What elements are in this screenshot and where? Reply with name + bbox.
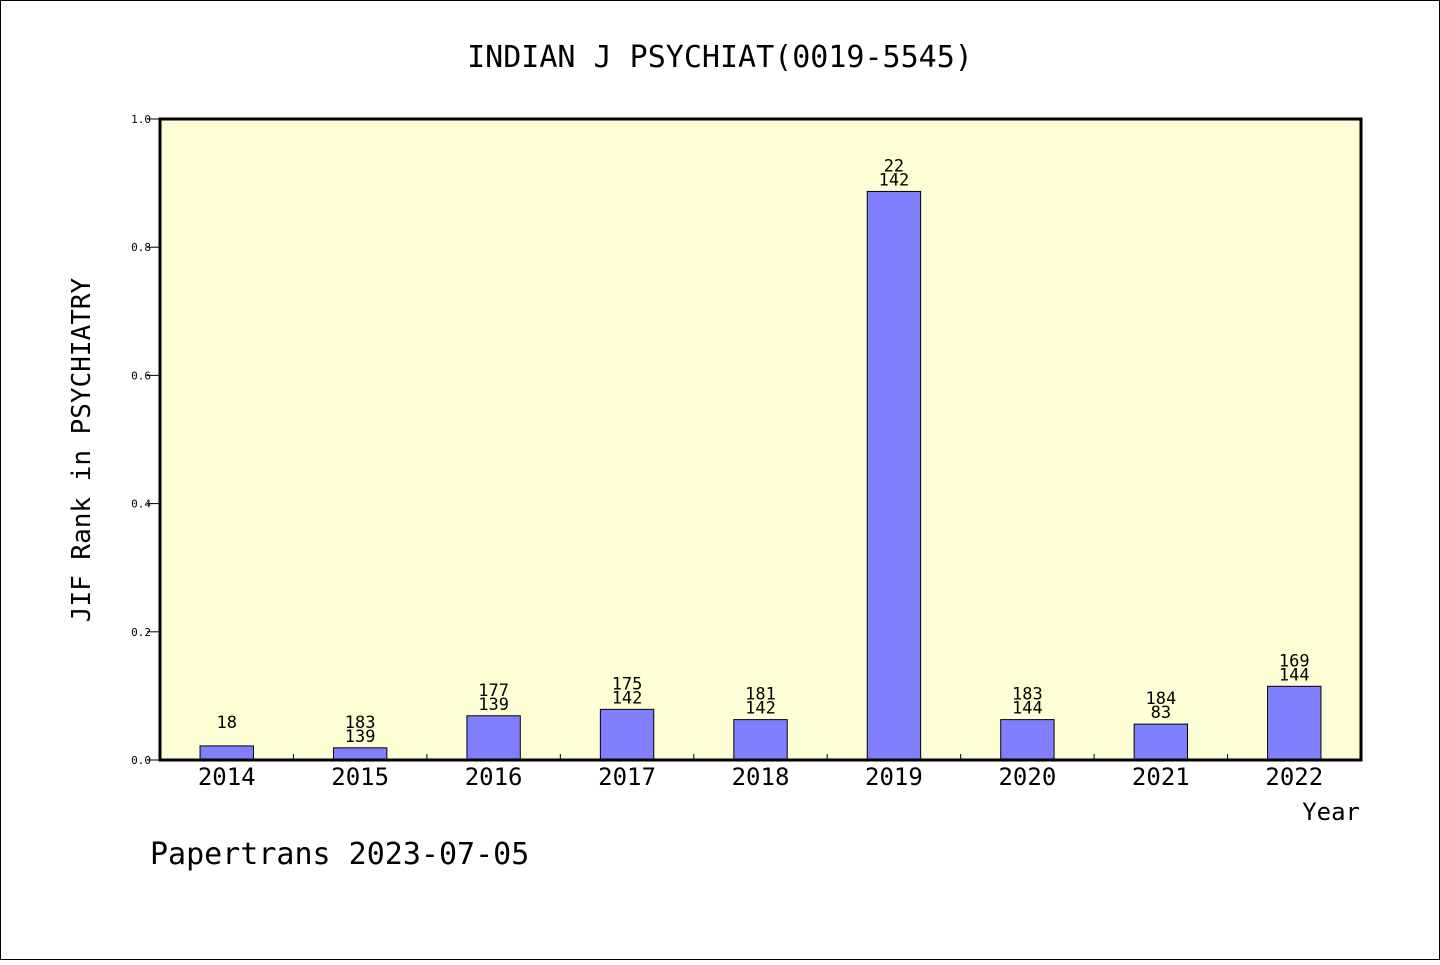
x-tick-label: 2020 (998, 763, 1056, 791)
bar-2017 (599, 708, 655, 761)
bar-2014 (199, 745, 254, 761)
bar-2018 (733, 719, 788, 761)
bar-2020 (1000, 719, 1055, 761)
y-tick-label: 0.4 (131, 498, 151, 511)
bar-label: 144 (1279, 665, 1310, 685)
bar-2015 (332, 747, 388, 761)
x-tick-label: 2016 (465, 763, 523, 791)
bar-2016 (466, 715, 521, 761)
x-tick-label: 2018 (732, 763, 790, 791)
chart-title: INDIAN J PSYCHIAT(0019-5545) (467, 40, 973, 75)
bars (199, 190, 1322, 761)
bar-label: 142 (745, 699, 776, 719)
bar-label: 183 (345, 713, 376, 733)
y-axis-label: JIF Rank in PSYCHIATRY (67, 277, 97, 622)
y-tick-label: 0.0 (131, 754, 151, 767)
bar-label: 175 (612, 674, 643, 694)
bar-label: 139 (345, 727, 376, 747)
x-tick-label: 2019 (865, 763, 923, 791)
y-axis: 0.0 0.2 0.4 0.6 0.8 1.0 (131, 113, 160, 767)
x-tick-label: 2014 (198, 763, 256, 791)
y-tick-label: 0.6 (131, 369, 151, 382)
bar-label: 142 (879, 170, 910, 190)
x-axis-label: Year (1302, 798, 1360, 826)
bar-label: 18 (216, 713, 236, 733)
x-tick-label: 2021 (1132, 763, 1190, 791)
x-tick-label: 2017 (598, 763, 656, 791)
bar-2019 (866, 190, 922, 761)
footer-credit: Papertrans 2023-07-05 (150, 837, 529, 872)
plot-frame (158, 117, 1363, 762)
bar-label: 183 (1012, 685, 1043, 705)
bar-label: 83 (1151, 703, 1171, 723)
bar-label: 139 (478, 695, 509, 715)
x-tick-label: 2022 (1265, 763, 1323, 791)
x-axis: 2014 2015 2016 2017 2018 2019 2020 2021 2022 (198, 754, 1323, 791)
bar-2022 (1267, 685, 1322, 761)
bar-label: 22 (884, 156, 904, 176)
bar-label: 169 (1279, 651, 1310, 671)
y-tick-label: 0.2 (131, 626, 151, 639)
bar-label: 144 (1012, 699, 1043, 719)
bar-label: 181 (745, 685, 776, 705)
y-tick-label: 1.0 (131, 113, 151, 126)
bar-2021 (1133, 723, 1189, 761)
bar-label: 184 (1145, 689, 1176, 709)
y-tick-label: 0.8 (131, 241, 151, 254)
bar-label: 177 (478, 681, 509, 701)
x-tick-label: 2015 (331, 763, 389, 791)
bar-label: 142 (612, 688, 643, 708)
plot-area (160, 119, 1361, 760)
